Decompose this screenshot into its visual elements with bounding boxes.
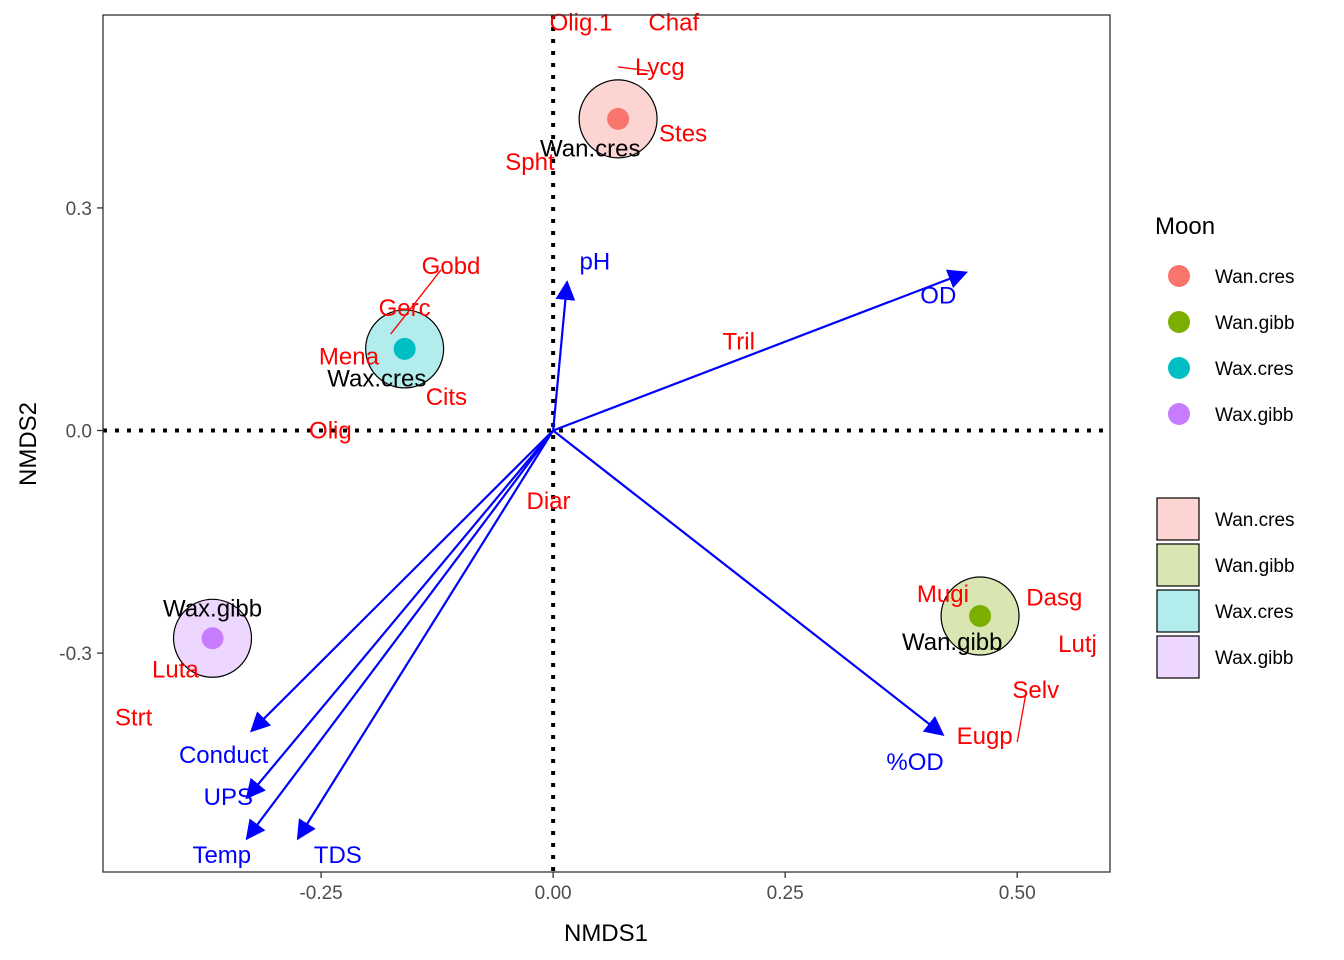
plot-area: Wan.cres Wan.gibb Wax.cres Wax.gibb Olig.1 Ch… [103, 9, 1110, 872]
species-label-spht: Spht [505, 149, 555, 176]
env-label-pct-od: %OD [886, 749, 943, 776]
legend-title: Moon [1155, 213, 1215, 240]
group-centroid-Wax-gibb [201, 627, 224, 650]
group-centroid-Wan-gibb [969, 605, 992, 628]
species-label-gobd: Gobd [422, 253, 481, 280]
legend-fill-swatch-Wan-gibb [1156, 543, 1200, 587]
group-label-Wax-gibb: Wax.gibb [163, 596, 262, 623]
species-label-cits: Cits [426, 384, 467, 411]
species-label-eugp: Eugp [957, 723, 1013, 750]
species-label-luta: Luta [152, 656, 199, 683]
y-tick-label: -0.3 [59, 644, 92, 665]
env-vector-od [552, 269, 968, 432]
legend-point-Wax-gibb [1168, 403, 1190, 425]
legend-fill-swatch-Wax-cres [1156, 589, 1200, 633]
species-label-strt: Strt [115, 705, 153, 732]
x-tick-label: 0.50 [999, 883, 1036, 904]
y-tick-label: 0.3 [66, 199, 92, 220]
species-label-gerc: Gerc [379, 295, 431, 322]
x-tick-label: 0.00 [535, 883, 572, 904]
species-label-mugi: Mugi [917, 581, 969, 608]
species-label-diar: Diar [526, 488, 570, 515]
plot-panel-border [102, 14, 1111, 873]
x-tick-label: -0.25 [299, 883, 342, 904]
species-label-stes: Stes [659, 121, 707, 148]
env-vector-ups [245, 429, 554, 800]
legend-fill-label: Wax.cres [1215, 602, 1293, 623]
y-axis-title: NMDS2 [15, 402, 42, 486]
group-label-Wan-cres: Wan.cres [540, 136, 640, 163]
env-vector-pct-od [552, 429, 945, 736]
env-label-od: OD [920, 282, 956, 309]
species-leader-gobd [390, 269, 442, 335]
x-tick-label: 0.25 [767, 883, 804, 904]
species-label-selv: Selv [1012, 677, 1059, 704]
legend-fill-label: Wan.gibb [1215, 556, 1295, 577]
legend-label: Wax.cres [1215, 359, 1293, 380]
legend-label: Wan.gibb [1215, 313, 1295, 334]
legend-point-Wan-cres [1168, 265, 1190, 287]
group-label-Wan-gibb: Wan.gibb [902, 629, 1003, 656]
species-label-mena: Mena [319, 343, 380, 370]
legend-fill-label: Wan.cres [1215, 510, 1295, 531]
env-label-ups: UPS [204, 784, 253, 811]
env-vector-tds [296, 429, 555, 841]
legend-label: Wan.cres [1215, 267, 1295, 288]
axes: -0.25 0.00 0.25 0.50 -0.3 0.0 0.3 [59, 199, 1035, 904]
y-tick-label: 0.0 [66, 422, 92, 443]
legend: Moon Wan.cres Wan.gibb Wax.cres Wax.gibb Wan… [1155, 213, 1295, 679]
species-label-dasg: Dasg [1026, 584, 1082, 611]
env-label-ph: pH [580, 248, 611, 275]
species-label-olig: Olig [309, 418, 352, 445]
legend-fill-swatch-Wan-cres [1156, 497, 1200, 541]
species-leader-selv [1016, 694, 1027, 743]
species-label-olig-1: Olig.1 [550, 9, 613, 36]
species-leader-lycg [618, 66, 650, 72]
species-label-chaf: Chaf [648, 9, 699, 36]
species-label-tril: Tril [723, 328, 755, 355]
env-label-tds: TDS [314, 842, 362, 869]
env-vector-temp [245, 429, 555, 841]
species-label-lutj: Lutj [1058, 631, 1097, 658]
legend-fill-swatch-Wax-gibb [1156, 635, 1200, 679]
legend-point-Wax-cres [1168, 357, 1190, 379]
legend-fill-label: Wax.gibb [1215, 648, 1294, 669]
group-centroid-Wan-cres [607, 107, 630, 130]
group-centroid-Wax-cres [393, 337, 416, 360]
env-vector-conduct [250, 429, 554, 733]
legend-label: Wax.gibb [1215, 405, 1294, 426]
group-label-Wax-cres: Wax.cres [327, 366, 426, 393]
x-axis-title: NMDS1 [564, 920, 648, 947]
env-vector-ph [552, 280, 576, 431]
env-label-temp: Temp [192, 842, 251, 869]
env-label-conduct: Conduct [179, 742, 269, 769]
species-label-lycg: Lycg [635, 54, 685, 81]
legend-point-Wan-gibb [1168, 311, 1190, 333]
